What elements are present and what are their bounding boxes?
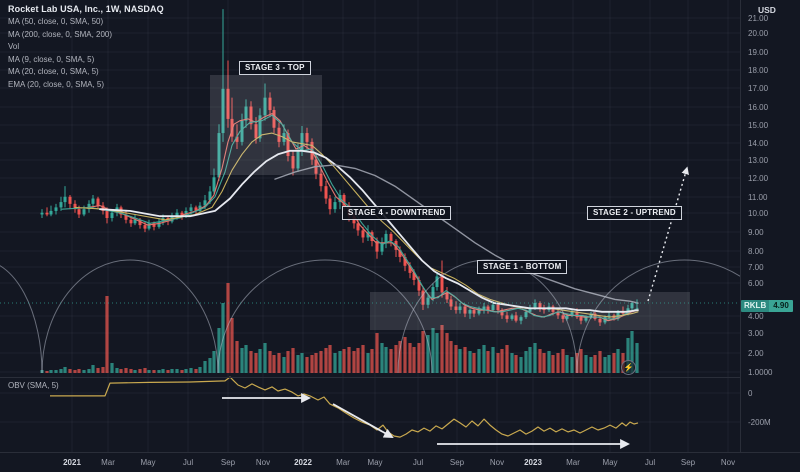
stage3-top-label[interactable]: STAGE 3 - TOP	[239, 61, 311, 75]
price-tick: 7.00	[748, 263, 764, 272]
last-price-value: 4.90	[769, 300, 793, 312]
time-tick: Jul	[182, 458, 194, 467]
price-tick: 1.0000	[748, 368, 773, 377]
time-tick: Mar	[336, 458, 350, 467]
price-tick: 20.00	[748, 29, 769, 38]
legend-indicator[interactable]: Vol	[8, 42, 20, 52]
stage2-uptrend-label[interactable]: STAGE 2 - UPTREND	[587, 206, 682, 220]
price-tick: 0	[748, 389, 753, 398]
legend-indicator[interactable]: MA (9, close, 0, SMA, 5)	[8, 54, 95, 64]
time-tick: May	[140, 458, 156, 467]
stage1-bottom-label[interactable]: STAGE 1 - BOTTOM	[477, 260, 568, 274]
price-tick: 18.00	[748, 66, 769, 75]
price-tick: 8.00	[748, 247, 764, 256]
time-tick: 2021	[63, 458, 81, 467]
legend-indicator[interactable]: MA (200, close, 0, SMA, 200)	[8, 29, 113, 39]
price-tick: 11.00	[748, 193, 768, 202]
time-tick: 2022	[294, 458, 312, 467]
time-tick: Jul	[412, 458, 424, 467]
time-tick: Nov	[720, 458, 736, 467]
legend-indicator-list: MA (50, close, 0, SMA, 50) MA (200, close…	[8, 16, 164, 92]
price-tick: 13.00	[748, 156, 769, 165]
last-price-symbol: RKLB	[741, 300, 770, 312]
price-axis[interactable]: USD 21.00 20.00 19.00 18.00 17.00 16.00 15.00 1…	[740, 0, 800, 452]
time-tick: Mar	[101, 458, 115, 467]
price-tick: 14.00	[748, 139, 769, 148]
price-tick: 21.00	[748, 14, 769, 23]
price-tick: 16.00	[748, 103, 769, 112]
price-tick: 2.00	[748, 349, 764, 358]
price-tick: 17.00	[748, 84, 769, 93]
pane-separator[interactable]	[0, 377, 800, 378]
time-tick: Sep	[220, 458, 236, 467]
time-tick: Sep	[680, 458, 696, 467]
price-tick: 12.00	[748, 174, 769, 183]
price-tick: 15.00	[748, 121, 769, 130]
price-tick: 19.00	[748, 48, 769, 57]
price-tick: 9.00	[748, 228, 764, 237]
flash-icon[interactable]: ⚡	[621, 360, 636, 375]
legend-indicator[interactable]: MA (20, close, 0, SMA, 5)	[8, 67, 99, 77]
stage4-downtrend-label[interactable]: STAGE 4 - DOWNTREND	[342, 206, 452, 220]
time-tick: Nov	[255, 458, 271, 467]
legend-indicator[interactable]: MA (50, close, 0, SMA, 50)	[8, 17, 104, 26]
time-tick: Mar	[566, 458, 580, 467]
time-tick: Jul	[644, 458, 656, 467]
time-tick: 2023	[524, 458, 542, 467]
price-tick: 3.00	[748, 329, 764, 338]
time-axis[interactable]: 2021 Mar May Jul Sep Nov 2022 Mar May Jul Sep Nov 20…	[0, 452, 800, 472]
legend-panel: Rocket Lab USA, Inc., 1W, NASDAQ MA (50,…	[8, 4, 164, 92]
price-tick: -200M	[748, 418, 771, 427]
time-tick: May	[602, 458, 618, 467]
time-tick: Nov	[489, 458, 505, 467]
obv-indicator-label[interactable]: OBV (SMA, 5)	[8, 381, 59, 390]
legend-indicator[interactable]: EMA (20, close, 0, SMA, 5)	[8, 79, 105, 89]
symbol-title[interactable]: Rocket Lab USA, Inc., 1W, NASDAQ	[8, 4, 164, 14]
price-tick: 6.00	[748, 279, 764, 288]
time-tick: Sep	[449, 458, 465, 467]
time-tick: May	[367, 458, 383, 467]
price-tick: 4.00	[748, 312, 764, 321]
price-tick: 10.00	[748, 209, 769, 218]
currency-label: USD	[758, 5, 776, 15]
last-price-label: RKLB 4.90	[741, 300, 793, 312]
